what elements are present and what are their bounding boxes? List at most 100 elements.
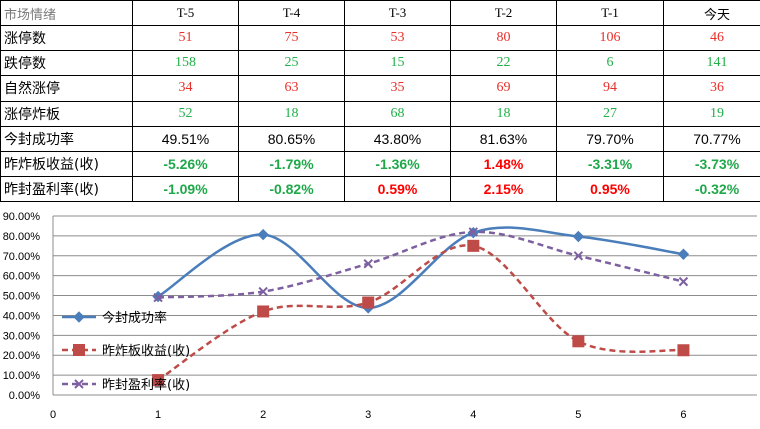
- x-marker-stroke: [573, 251, 584, 261]
- table-cell: 27: [556, 100, 664, 127]
- x-marker-stroke: [74, 379, 84, 389]
- legend-label: 昨封盈利率(收): [102, 377, 190, 393]
- y-tick-label: 0.00%: [9, 390, 40, 402]
- x-tick-label: 3: [365, 409, 371, 421]
- table-row: 涨停炸板 52 18 68 18 27 19: [0, 100, 760, 127]
- table-cell: -1.79%: [238, 150, 345, 177]
- table-cell: 81.63%: [450, 125, 557, 152]
- header-cell: T-3: [344, 0, 451, 27]
- data-point: [677, 248, 690, 260]
- table-cell: 19: [663, 100, 760, 127]
- table-header-row: 市场情绪 T-5 T-4 T-3 T-2 T-1 今天: [0, 0, 760, 27]
- row-label: 昨炸板收益(收): [0, 150, 133, 177]
- legend-label: 今封成功率: [102, 310, 167, 326]
- table-cell: 6: [556, 50, 664, 77]
- sentiment-table: 市场情绪 T-5 T-4 T-3 T-2 T-1 今天 涨停数 51 75 53 80 106 46 跌停数…: [0, 0, 760, 203]
- y-tick-label: 80.00%: [3, 231, 41, 243]
- y-tick-label: 60.00%: [3, 271, 41, 283]
- table-cell: 63: [238, 75, 345, 102]
- data-point: [152, 374, 165, 387]
- data-point: [257, 228, 269, 241]
- table-cell: 158: [132, 50, 239, 77]
- header-cell: T-5: [132, 0, 239, 27]
- table-cell: 18: [450, 100, 557, 127]
- row-label: 昨封盈利率(收): [0, 175, 133, 203]
- table-cell: 52: [132, 100, 239, 127]
- x-tick-label: 6: [680, 409, 686, 421]
- table-row: 昨炸板收益(收) -5.26% -1.79% -1.36% 1.48% -3.31% -3.…: [0, 150, 760, 177]
- table-cell: -5.26%: [132, 150, 239, 177]
- table-cell: -1.36%: [344, 150, 451, 177]
- header-cell: T-4: [238, 0, 345, 27]
- y-tick-label: 30.00%: [3, 330, 41, 342]
- sentiment-line-chart: 0.00% 10.00% 20.00% 30.00% 40.00% 50.00% 60.00…: [3, 211, 757, 421]
- data-point: [572, 335, 585, 348]
- table-cell: -0.82%: [238, 175, 345, 203]
- legend-marker: [74, 379, 84, 389]
- table-row: 自然涨停 34 63 35 69 94 36: [0, 75, 760, 102]
- row-label: 涨停炸板: [0, 100, 133, 127]
- x-tick-label: 5: [575, 409, 581, 421]
- table-cell: 15: [344, 50, 451, 77]
- x-marker-stroke: [678, 276, 689, 287]
- x-marker-stroke: [258, 286, 268, 297]
- data-point: [258, 286, 268, 297]
- data-point: [678, 276, 689, 287]
- table-cell: 53: [344, 25, 451, 52]
- y-tick-label: 40.00%: [3, 310, 41, 322]
- y-tick-label: 10.00%: [3, 370, 41, 382]
- row-label: 今封成功率: [0, 125, 133, 152]
- table-row: 跌停数 158 25 15 22 6 141: [0, 50, 760, 77]
- x-marker-stroke: [153, 292, 163, 303]
- x-tick-label: 2: [260, 409, 266, 421]
- data-point: [257, 305, 270, 318]
- legend-marker: [73, 311, 85, 323]
- table-cell: -3.31%: [556, 150, 664, 177]
- row-label: 涨停数: [0, 25, 133, 52]
- table-row: 今封成功率 49.51% 80.65% 43.80% 81.63% 79.70% 70.77…: [0, 125, 760, 152]
- x-tick-label: 1: [155, 409, 161, 421]
- table-cell: 49.51%: [132, 125, 239, 152]
- table-cell: 141: [663, 50, 760, 77]
- series-line-2: [157, 244, 684, 382]
- table-cell: 2.15%: [450, 175, 557, 203]
- table-cell: 75: [238, 25, 345, 52]
- x-marker-stroke: [468, 227, 479, 237]
- table-cell: 35: [344, 75, 451, 102]
- header-cell: T-1: [556, 0, 664, 27]
- row-label: 跌停数: [0, 50, 133, 77]
- table-cell: 43.80%: [344, 125, 451, 152]
- y-tick-label: 50.00%: [3, 291, 41, 303]
- table-cell: 18: [238, 100, 345, 127]
- series-line-3: [158, 230, 684, 299]
- table-cell: 46: [663, 25, 760, 52]
- table-cell: -0.32%: [663, 175, 760, 203]
- table-cell: 22: [450, 50, 557, 77]
- table-cell: 34: [132, 75, 239, 102]
- header-label: 市场情绪: [0, 0, 133, 27]
- y-tick-label: 90.00%: [3, 211, 41, 223]
- data-point: [468, 227, 479, 237]
- y-tick-label: 70.00%: [3, 251, 41, 263]
- data-point: [467, 239, 480, 252]
- table-cell: 1.48%: [450, 150, 557, 177]
- x-tick-label: 4: [470, 409, 476, 421]
- table-row: 昨封盈利率(收) -1.09% -0.82% 0.59% 2.15% 0.95% -0.32…: [0, 175, 760, 203]
- table-cell: 25: [238, 50, 345, 77]
- table-cell: 68: [344, 100, 451, 127]
- table-cell: 0.95%: [556, 175, 664, 203]
- header-cell: T-2: [450, 0, 557, 27]
- table-cell: 69: [450, 75, 557, 102]
- table-cell: 80: [450, 25, 557, 52]
- data-point: [572, 230, 585, 243]
- y-tick-label: 20.00%: [3, 350, 41, 362]
- data-point: [153, 292, 163, 303]
- x-tick-label: 0: [50, 409, 56, 421]
- table-cell: 80.65%: [238, 125, 345, 152]
- x-marker-stroke: [363, 259, 373, 269]
- header-cell: 今天: [663, 0, 760, 27]
- table-cell: 0.59%: [344, 175, 451, 203]
- table-cell: -1.09%: [132, 175, 239, 203]
- table-cell: 70.77%: [663, 125, 760, 152]
